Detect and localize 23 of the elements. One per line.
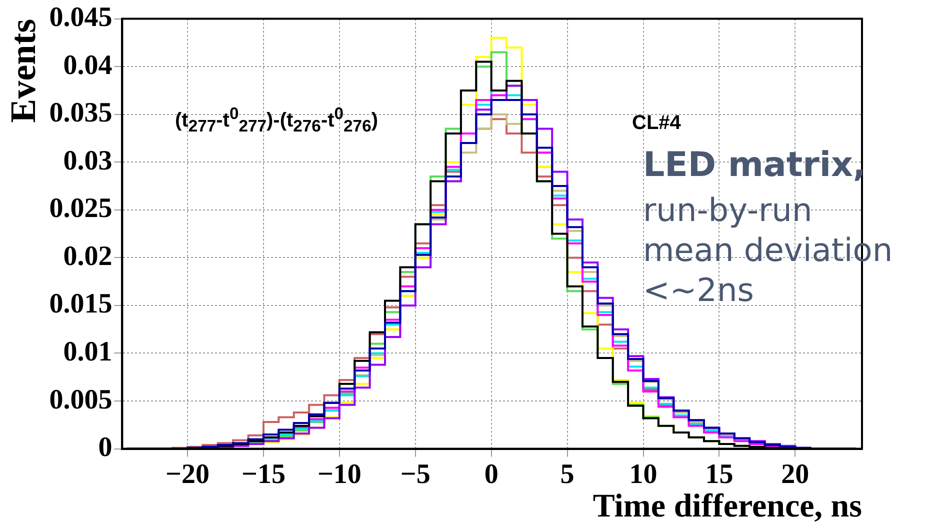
x-tick-label: 15 bbox=[705, 458, 734, 490]
x-tick-label: 5 bbox=[560, 458, 574, 490]
y-tick-label: 0.01 bbox=[63, 336, 112, 368]
annotation: CL#4 bbox=[632, 112, 681, 135]
x-tick-label: 0 bbox=[484, 458, 498, 490]
x-tick-label: 20 bbox=[781, 458, 810, 490]
y-tick-label: 0.025 bbox=[49, 193, 112, 224]
x-axis-title: Time difference, ns bbox=[592, 488, 862, 525]
y-tick-label: 0.02 bbox=[63, 240, 112, 272]
y-tick-label: 0.045 bbox=[49, 2, 112, 34]
x-tick-label: −20 bbox=[166, 458, 210, 490]
text: (t$_{277}$-t$^{0}$$_{277}$)-(t$_{276}$-t$^{0}$$_{276}$) bbox=[175, 104, 378, 136]
y-tick-label: 0.015 bbox=[49, 288, 112, 320]
y-tick-label: 0.03 bbox=[63, 145, 112, 176]
x-tick-label: −10 bbox=[317, 458, 362, 490]
y-axis-title: Events bbox=[2, 18, 43, 123]
x-tick-label: 10 bbox=[629, 458, 658, 490]
y-tick-label: 0.035 bbox=[49, 98, 112, 129]
y-tick-label: 0.04 bbox=[63, 50, 112, 81]
y-tick-label: 0 bbox=[98, 432, 112, 464]
x-tick-label: −15 bbox=[241, 458, 286, 490]
x-tick-label: −5 bbox=[400, 458, 430, 490]
y-tick-label: 0.005 bbox=[49, 384, 112, 416]
